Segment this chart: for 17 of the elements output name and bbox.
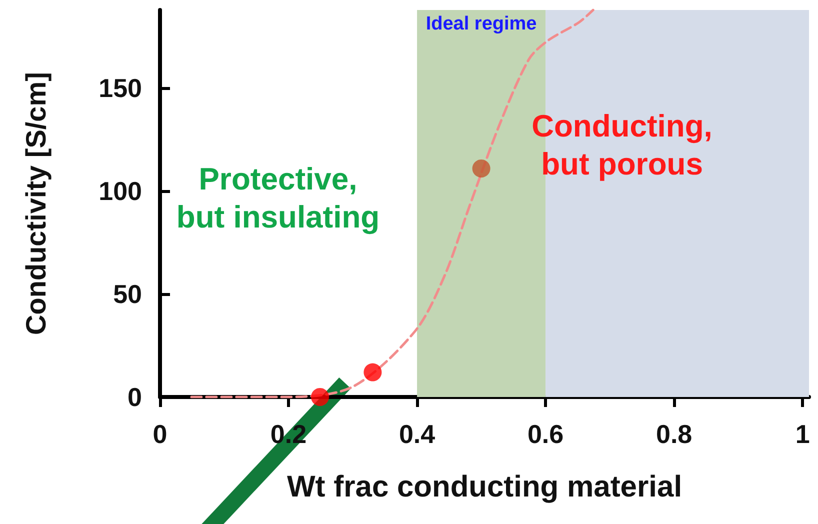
- band-label: Ideal regime: [426, 14, 537, 34]
- annotation: Protective, but insulating: [176, 162, 380, 234]
- point: [472, 160, 490, 178]
- point: [364, 363, 382, 382]
- y-tick-label: 0: [128, 382, 142, 412]
- y-tick-label: 100: [98, 176, 142, 206]
- x-tick-label: 0.6: [527, 419, 564, 449]
- y-tick-label: 50: [113, 279, 142, 310]
- point: [311, 388, 329, 406]
- x-axis-title: Wt frac conducting material: [286, 470, 682, 504]
- x-tick-label: 0.8: [656, 419, 692, 449]
- annotation: Conducting, but porous: [532, 108, 712, 182]
- y-tick-label: 150: [98, 73, 142, 104]
- x-tick-label: 1: [795, 419, 810, 449]
- x-tick-label: 0.4: [398, 419, 436, 449]
- x-tick-label: 0: [152, 419, 168, 449]
- y-axis-title: Conductivity [S/cm]: [20, 72, 52, 335]
